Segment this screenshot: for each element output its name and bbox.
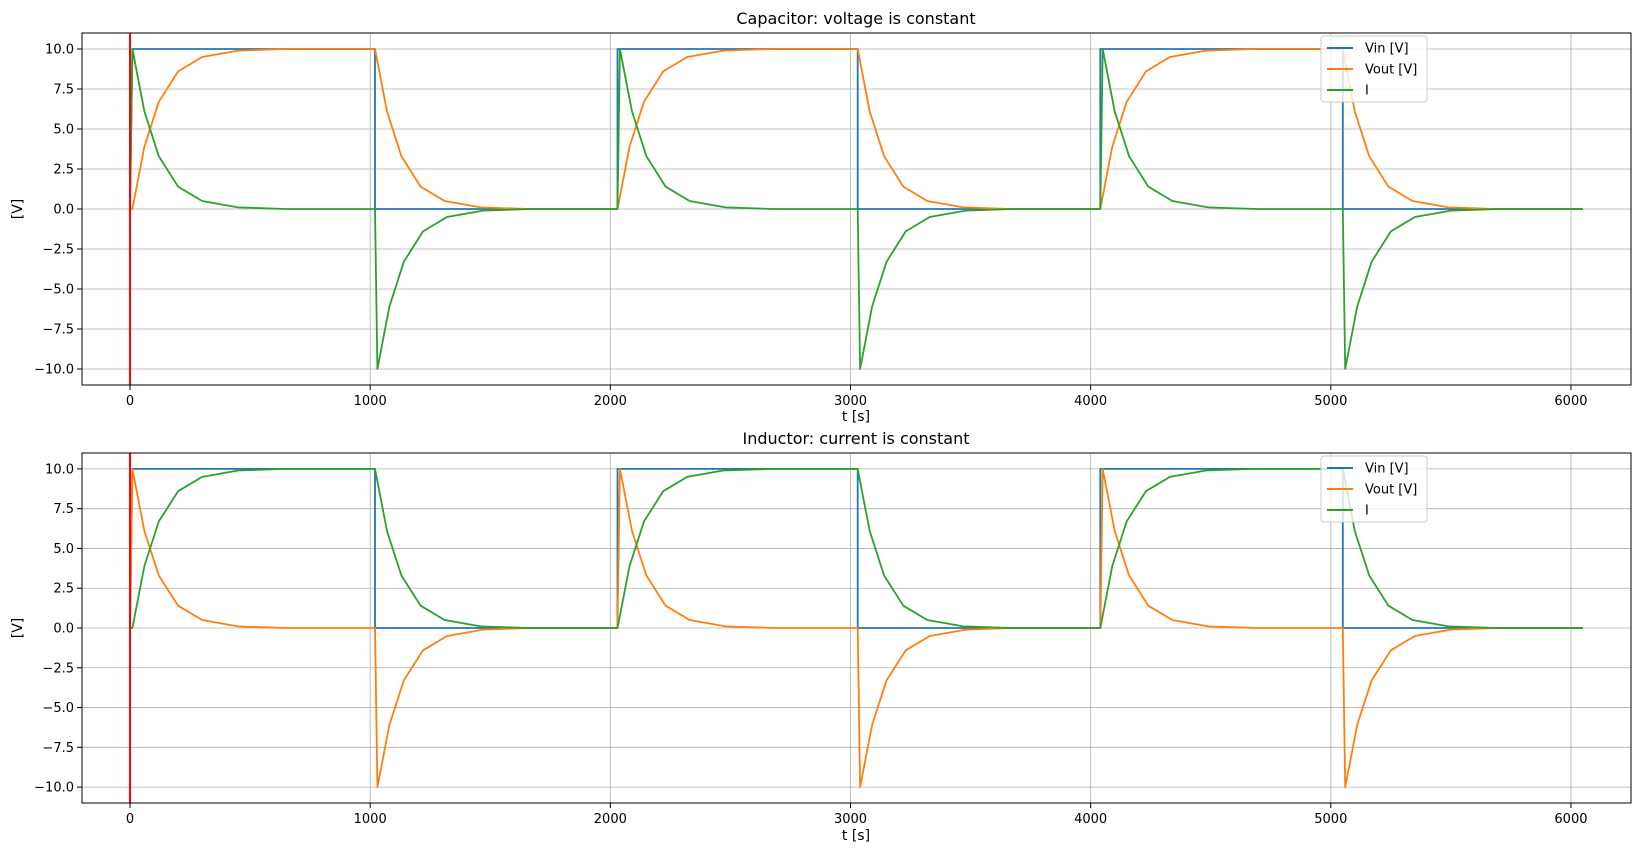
- x-tick-label: 1000: [354, 812, 387, 827]
- series-line: [129, 467, 1583, 788]
- subplot-capacitor: Capacitor: voltage is constant 0 1000 2000…: [10, 9, 1632, 425]
- legend: Vin [V] Vout [V] I: [1320, 35, 1428, 103]
- x-tick-label: 5000: [1314, 812, 1347, 827]
- y-tick-label: −5.0: [42, 701, 74, 716]
- x-tick-label: 3000: [834, 812, 867, 827]
- legend-label: I: [1365, 84, 1369, 99]
- x-tick-label: 0: [126, 812, 134, 827]
- x-tick-label: 5000: [1314, 394, 1347, 409]
- y-tick-label: 7.5: [53, 502, 74, 517]
- x-tick-label: 6000: [1554, 394, 1587, 409]
- y-tick-label: −7.5: [42, 741, 74, 756]
- y-tick-label: 2.5: [53, 582, 74, 597]
- y-tick-label: −10.0: [34, 781, 74, 796]
- series-line: [129, 48, 1583, 370]
- legend-label: Vin [V]: [1365, 42, 1409, 57]
- y-tick-label: 2.5: [53, 163, 74, 178]
- legend-box: [1320, 455, 1428, 523]
- y-ticks: 10.0 7.5 5.0 2.5 0.0 −2.5 −5.0 −7.5 −10.0: [34, 43, 82, 378]
- y-tick-label: −5.0: [42, 283, 74, 298]
- x-tick-label: 6000: [1554, 812, 1587, 827]
- y-axis-label: [V]: [10, 199, 26, 220]
- y-tick-label: 0.0: [53, 622, 74, 637]
- x-tick-label: 3000: [834, 394, 867, 409]
- legend-label: Vout [V]: [1365, 483, 1417, 498]
- y-tick-label: −2.5: [42, 243, 74, 258]
- y-axis-label: [V]: [10, 618, 26, 639]
- y-tick-label: 5.0: [53, 123, 74, 138]
- y-ticks: 10.0 7.5 5.0 2.5 0.0 −2.5 −5.0 −7.5 −10.0: [34, 462, 82, 796]
- x-tick-label: 2000: [594, 394, 627, 409]
- y-tick-label: 7.5: [53, 83, 74, 98]
- legend-label: Vin [V]: [1365, 462, 1409, 477]
- x-tick-label: 2000: [594, 812, 627, 827]
- legend: Vin [V] Vout [V] I: [1320, 455, 1428, 523]
- legend-label: I: [1365, 504, 1369, 519]
- y-tick-label: 5.0: [53, 542, 74, 557]
- y-tick-label: 10.0: [45, 43, 74, 58]
- chart-title: Inductor: current is constant: [742, 429, 969, 448]
- x-ticks: 0 1000 2000 3000 4000 5000 6000: [126, 385, 1588, 409]
- y-tick-label: −2.5: [42, 661, 74, 676]
- y-tick-label: −7.5: [42, 323, 74, 338]
- x-tick-label: 0: [126, 394, 134, 409]
- x-axis-label: t [s]: [842, 828, 870, 844]
- x-tick-label: 4000: [1074, 812, 1107, 827]
- x-tick-label: 4000: [1074, 394, 1107, 409]
- y-tick-label: −10.0: [34, 363, 74, 378]
- x-tick-label: 1000: [354, 394, 387, 409]
- x-ticks: 0 1000 2000 3000 4000 5000 6000: [126, 803, 1588, 827]
- legend-label: Vout [V]: [1365, 63, 1417, 78]
- y-tick-label: 10.0: [45, 462, 74, 477]
- y-tick-label: 0.0: [53, 203, 74, 218]
- x-axis-label: t [s]: [842, 409, 870, 425]
- chart-title: Capacitor: voltage is constant: [736, 9, 975, 28]
- legend-box: [1320, 35, 1428, 103]
- subplot-inductor: Inductor: current is constant 0 1000 2000 3…: [10, 429, 1632, 844]
